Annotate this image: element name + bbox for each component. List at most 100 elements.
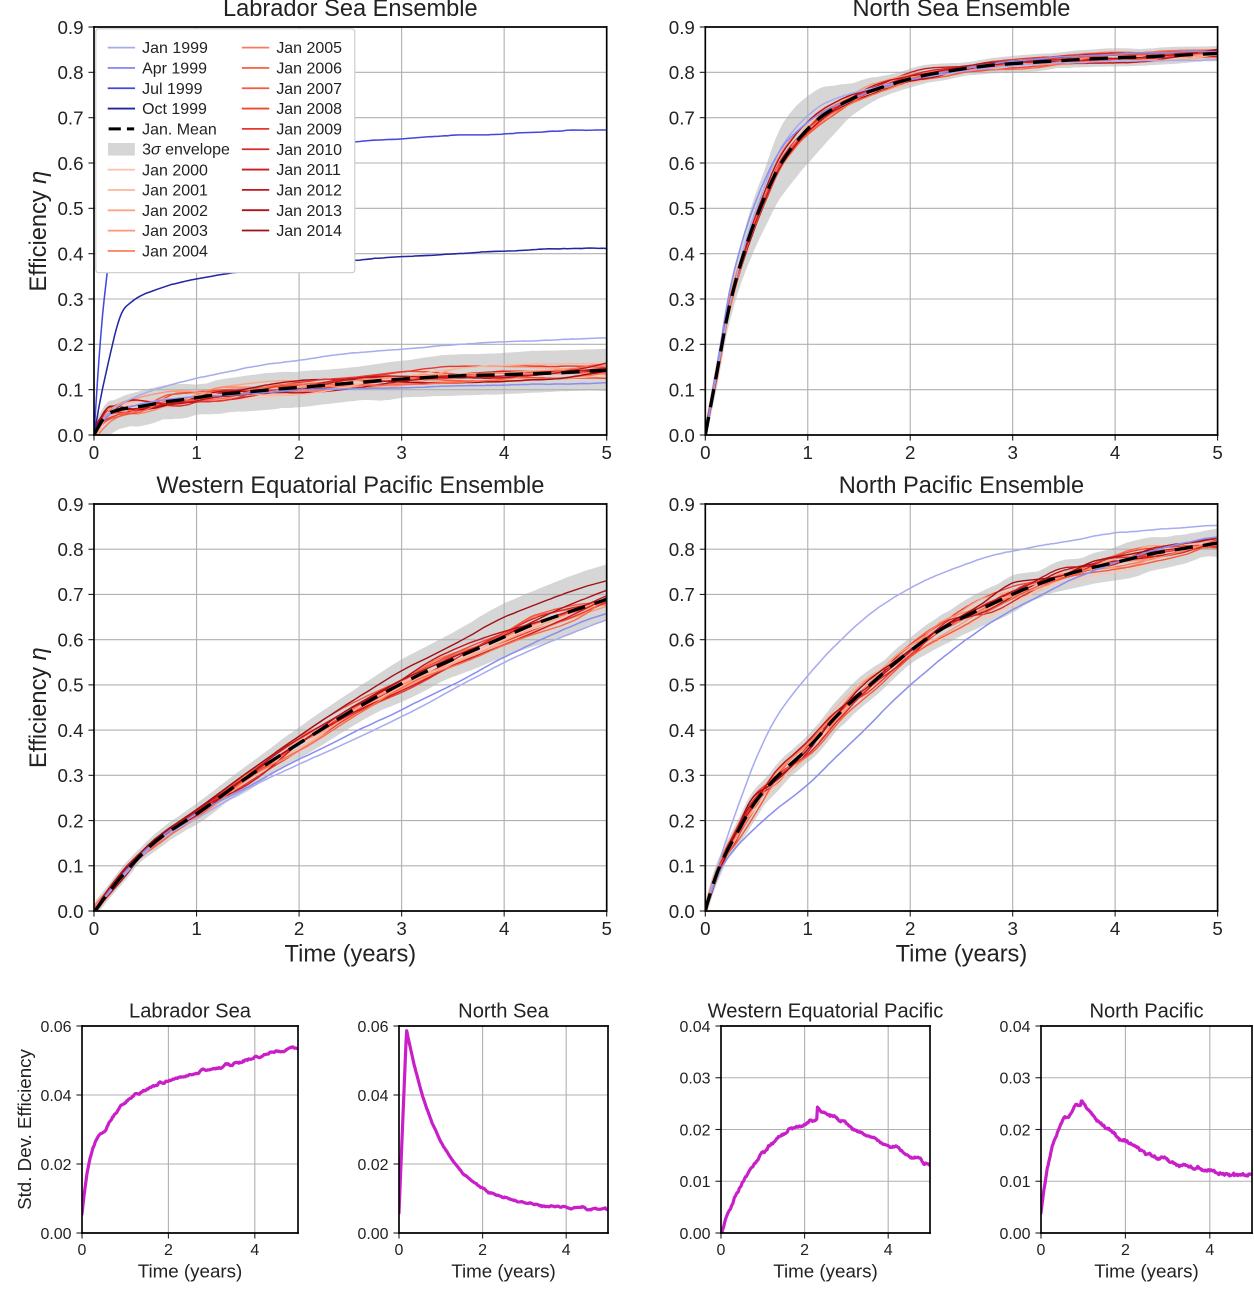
svg-text:5: 5: [1212, 918, 1222, 939]
svg-text:Jan 2000: Jan 2000: [142, 162, 208, 179]
svg-text:3: 3: [396, 442, 406, 463]
svg-text:2: 2: [164, 1242, 173, 1259]
svg-text:Std. Dev. Efficiency: Std. Dev. Efficiency: [14, 1048, 35, 1209]
svg-text:0.00: 0.00: [40, 1226, 71, 1243]
svg-text:0.5: 0.5: [669, 198, 695, 219]
svg-text:0.2: 0.2: [58, 810, 84, 831]
svg-text:3: 3: [1007, 918, 1017, 939]
svg-text:0.01: 0.01: [679, 1174, 710, 1191]
svg-text:0.0: 0.0: [669, 901, 695, 922]
svg-text:2: 2: [905, 918, 915, 939]
svg-text:0.2: 0.2: [58, 334, 84, 355]
svg-text:0.7: 0.7: [58, 584, 84, 605]
svg-text:0.4: 0.4: [669, 243, 695, 264]
svg-text:0.04: 0.04: [999, 1019, 1030, 1036]
svg-text:0.7: 0.7: [669, 107, 695, 128]
svg-text:North Pacific: North Pacific: [1089, 1001, 1203, 1023]
svg-text:1: 1: [191, 918, 201, 939]
svg-text:5: 5: [1212, 442, 1222, 463]
svg-text:0.0: 0.0: [58, 901, 84, 922]
svg-text:0.5: 0.5: [669, 675, 695, 696]
svg-text:0.00: 0.00: [999, 1226, 1030, 1243]
svg-text:0.8: 0.8: [669, 539, 695, 560]
svg-text:0: 0: [700, 442, 710, 463]
svg-text:0: 0: [717, 1242, 726, 1259]
svg-text:Jan 2011: Jan 2011: [276, 162, 341, 179]
svg-text:Jul 1999: Jul 1999: [142, 81, 202, 98]
svg-text:Labrador Sea: Labrador Sea: [129, 1001, 252, 1023]
svg-text:4: 4: [1110, 442, 1120, 463]
svg-text:0.9: 0.9: [58, 17, 84, 38]
svg-text:0: 0: [89, 918, 99, 939]
svg-text:Labrador Sea Ensemble: Labrador Sea Ensemble: [223, 0, 478, 22]
svg-text:0.5: 0.5: [58, 675, 84, 696]
svg-text:0.7: 0.7: [669, 584, 695, 605]
svg-text:1: 1: [803, 918, 813, 939]
svg-text:Time (years): Time (years): [285, 942, 417, 968]
svg-text:0.01: 0.01: [999, 1174, 1030, 1191]
svg-text:0.1: 0.1: [669, 856, 695, 877]
svg-text:4: 4: [1110, 918, 1120, 939]
svg-text:0.9: 0.9: [669, 494, 695, 515]
svg-text:0.6: 0.6: [669, 629, 695, 650]
svg-text:0.6: 0.6: [669, 153, 695, 174]
svg-text:Jan 2003: Jan 2003: [142, 223, 208, 240]
svg-text:4: 4: [499, 442, 509, 463]
svg-text:Time (years): Time (years): [896, 942, 1028, 968]
svg-text:2: 2: [294, 918, 304, 939]
svg-text:North Sea: North Sea: [458, 1001, 549, 1023]
svg-text:0.00: 0.00: [357, 1226, 388, 1243]
svg-text:0: 0: [89, 442, 99, 463]
svg-text:Jan 2007: Jan 2007: [276, 81, 342, 98]
svg-text:4: 4: [499, 918, 509, 939]
svg-text:2: 2: [478, 1242, 487, 1259]
svg-text:0.3: 0.3: [669, 289, 695, 310]
svg-text:0.5: 0.5: [58, 198, 84, 219]
svg-text:2: 2: [1121, 1242, 1130, 1259]
svg-text:0.0: 0.0: [669, 425, 695, 446]
svg-text:Oct 1999: Oct 1999: [142, 101, 207, 118]
svg-text:Jan 2006: Jan 2006: [276, 61, 342, 78]
svg-text:Time (years): Time (years): [1094, 1260, 1199, 1281]
svg-text:North Pacific Ensemble: North Pacific Ensemble: [839, 473, 1084, 499]
svg-text:0.9: 0.9: [669, 17, 695, 38]
svg-text:0.02: 0.02: [679, 1122, 710, 1139]
svg-text:0.7: 0.7: [58, 107, 84, 128]
svg-text:0.1: 0.1: [669, 379, 695, 400]
svg-text:3: 3: [396, 918, 406, 939]
svg-text:0.2: 0.2: [669, 810, 695, 831]
svg-text:2: 2: [294, 442, 304, 463]
svg-text:0.06: 0.06: [357, 1019, 388, 1036]
svg-text:0.8: 0.8: [669, 62, 695, 83]
svg-text:2: 2: [905, 442, 915, 463]
svg-text:Jan 2001: Jan 2001: [142, 183, 208, 200]
svg-text:0.02: 0.02: [999, 1122, 1030, 1139]
svg-text:Jan 2009: Jan 2009: [276, 122, 342, 139]
svg-text:Jan. Mean: Jan. Mean: [142, 122, 217, 139]
svg-text:4: 4: [562, 1242, 571, 1259]
svg-text:1: 1: [803, 442, 813, 463]
svg-text:Jan 2010: Jan 2010: [276, 142, 342, 159]
svg-text:0.4: 0.4: [58, 720, 84, 741]
svg-text:Jan 2002: Jan 2002: [142, 203, 208, 220]
svg-text:1: 1: [191, 442, 201, 463]
svg-text:0.02: 0.02: [357, 1157, 388, 1174]
svg-text:0: 0: [78, 1242, 87, 1259]
svg-text:Jan 2012: Jan 2012: [276, 182, 342, 199]
svg-text:0.04: 0.04: [40, 1088, 71, 1105]
svg-text:Time (years): Time (years): [773, 1260, 878, 1281]
svg-text:0.04: 0.04: [357, 1088, 388, 1105]
svg-text:5: 5: [601, 442, 611, 463]
svg-text:0.0: 0.0: [58, 425, 84, 446]
svg-text:0.06: 0.06: [40, 1019, 71, 1036]
svg-text:0: 0: [700, 918, 710, 939]
svg-text:5: 5: [601, 918, 611, 939]
svg-text:0.6: 0.6: [58, 629, 84, 650]
svg-text:Time (years): Time (years): [138, 1260, 243, 1281]
svg-text:3: 3: [1007, 442, 1017, 463]
svg-text:0.6: 0.6: [58, 153, 84, 174]
svg-text:0.03: 0.03: [999, 1071, 1030, 1088]
svg-text:Jan 2014: Jan 2014: [276, 223, 342, 240]
svg-text:4: 4: [250, 1242, 259, 1259]
